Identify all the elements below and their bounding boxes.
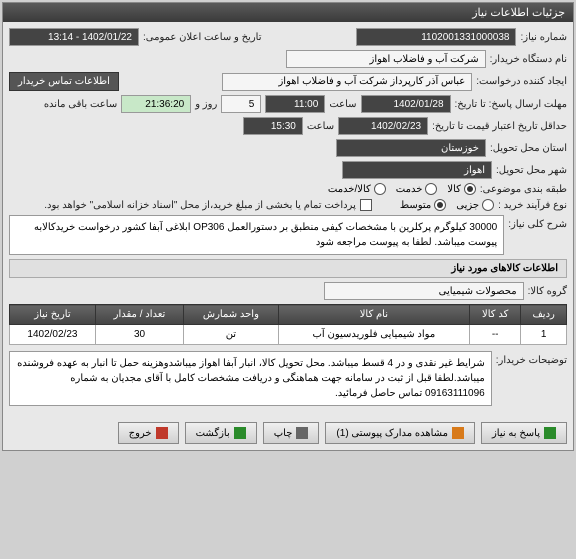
validity-label: حداقل تاریخ اعتبار قیمت تا تاریخ: [432, 121, 567, 132]
buyer-notes-box: شرایط غیر نقدی و در 4 قسط میباشد. محل تح… [9, 351, 492, 406]
th-row: ردیف [521, 305, 567, 325]
category-radio-group: کالا خدمت کالا/خدمت [328, 183, 476, 195]
table-row[interactable]: 1 -- مواد شیمیایی فلوریدسیون آب تن 30 14… [10, 325, 567, 345]
exit-label: خروج [129, 428, 152, 439]
city-label: شهر محل تحویل: [496, 165, 567, 176]
deadline-date-field: 1402/01/28 [361, 95, 451, 113]
print-button[interactable]: چاپ [263, 422, 320, 444]
radio-icon [464, 183, 476, 195]
radio-icon [434, 199, 446, 211]
panel-body: شماره نیاز: 1102001331000038 تاریخ و ساع… [3, 22, 573, 416]
footer-buttons: پاسخ به نیاز مشاهده مدارک پیوستی (1) چاپ… [3, 416, 573, 450]
need-number-field: 1102001331000038 [356, 28, 516, 46]
description-box: 30000 کیلوگرم پرکلرین با مشخصات کیفی منط… [9, 215, 504, 255]
cell-unit: تن [184, 325, 279, 345]
radio-motavasset[interactable]: متوسط [400, 199, 446, 211]
payment-check-label: پرداخت تمام یا بخشی از مبلغ خرید،از محل … [44, 200, 356, 211]
group-field: محصولات شیمیایی [324, 282, 524, 300]
back-icon [234, 427, 246, 439]
radio-icon [482, 199, 494, 211]
th-unit: واحد شمارش [184, 305, 279, 325]
validity-time-field: 15:30 [243, 117, 303, 135]
buyer-label: نام دستگاه خریدار: [490, 54, 567, 65]
panel-title: جزئیات اطلاعات نیاز [3, 3, 573, 22]
attachment-icon [452, 427, 464, 439]
saat-label-2: ساعت [307, 121, 334, 132]
province-field: خوزستان [336, 139, 486, 157]
contact-buyer-button[interactable]: اطلاعات تماس خریدار [9, 72, 119, 91]
buyer-field: شرکت آب و فاضلاب اهواز [286, 50, 486, 68]
th-qty: تعداد / مقدار [95, 305, 183, 325]
days-remain-field: 5 [221, 95, 261, 113]
back-label: بازگشت [196, 428, 230, 439]
desc-label: شرح کلی نیاز: [508, 215, 567, 230]
announce-label: تاریخ و ساعت اعلان عمومی: [143, 32, 262, 43]
process-label: نوع فرآیند خرید : [498, 200, 567, 211]
payment-checkbox[interactable] [360, 199, 372, 211]
requester-label: ایجاد کننده درخواست: [476, 76, 567, 87]
requester-field: عباس آذر کارپرداز شرکت آب و فاضلاب اهواز [222, 73, 472, 91]
th-name: نام کالا [278, 305, 469, 325]
group-label: گروه کالا: [528, 286, 567, 297]
main-panel: جزئیات اطلاعات نیاز شماره نیاز: 11020013… [2, 2, 574, 451]
th-date: تاریخ نیاز [10, 305, 96, 325]
need-number-label: شماره نیاز: [520, 32, 567, 43]
respond-icon [544, 427, 556, 439]
deadline-time-field: 11:00 [265, 95, 325, 113]
exit-button[interactable]: خروج [118, 422, 179, 444]
th-code: کد کالا [470, 305, 521, 325]
process-radio-group: جزیی متوسط [400, 199, 494, 211]
items-table: ردیف کد کالا نام کالا واحد شمارش تعداد /… [9, 304, 567, 345]
radio-kala-khidmat[interactable]: کالا/خدمت [328, 183, 386, 195]
exit-icon [156, 427, 168, 439]
validity-date-field: 1402/02/23 [338, 117, 428, 135]
cell-row: 1 [521, 325, 567, 345]
province-label: استان محل تحویل: [490, 143, 567, 154]
print-label: چاپ [274, 428, 293, 439]
time-remain-field: 21:36:20 [121, 95, 191, 113]
city-field: اهواز [342, 161, 492, 179]
category-label: طبقه بندی موضوعی: [480, 184, 567, 195]
deadline-label: مهلت ارسال پاسخ: تا تاریخ: [455, 99, 567, 110]
respond-label: پاسخ به نیاز [492, 428, 540, 439]
respond-button[interactable]: پاسخ به نیاز [481, 422, 567, 444]
cell-code: -- [470, 325, 521, 345]
cell-qty: 30 [95, 325, 183, 345]
attachments-button[interactable]: مشاهده مدارک پیوستی (1) [325, 422, 475, 444]
radio-icon [425, 183, 437, 195]
items-section-header: اطلاعات کالاهای مورد نیاز [9, 259, 567, 278]
table-header-row: ردیف کد کالا نام کالا واحد شمارش تعداد /… [10, 305, 567, 325]
radio-kala[interactable]: کالا [447, 183, 476, 195]
cell-name: مواد شیمیایی فلوریدسیون آب [278, 325, 469, 345]
cell-date: 1402/02/23 [10, 325, 96, 345]
radio-khidmat[interactable]: خدمت [396, 183, 438, 195]
attachments-label: مشاهده مدارک پیوستی (1) [336, 428, 448, 439]
announce-field: 1402/01/22 - 13:14 [9, 28, 139, 46]
radio-icon [374, 183, 386, 195]
saat-label-1: ساعت [329, 99, 356, 110]
day-label: روز و [195, 99, 217, 110]
remain-suffix: ساعت باقی مانده [44, 99, 117, 110]
print-icon [296, 427, 308, 439]
back-button[interactable]: بازگشت [185, 422, 257, 444]
radio-jozi[interactable]: جزیی [456, 199, 494, 211]
buyer-notes-label: توضیحات خریدار: [496, 351, 567, 366]
